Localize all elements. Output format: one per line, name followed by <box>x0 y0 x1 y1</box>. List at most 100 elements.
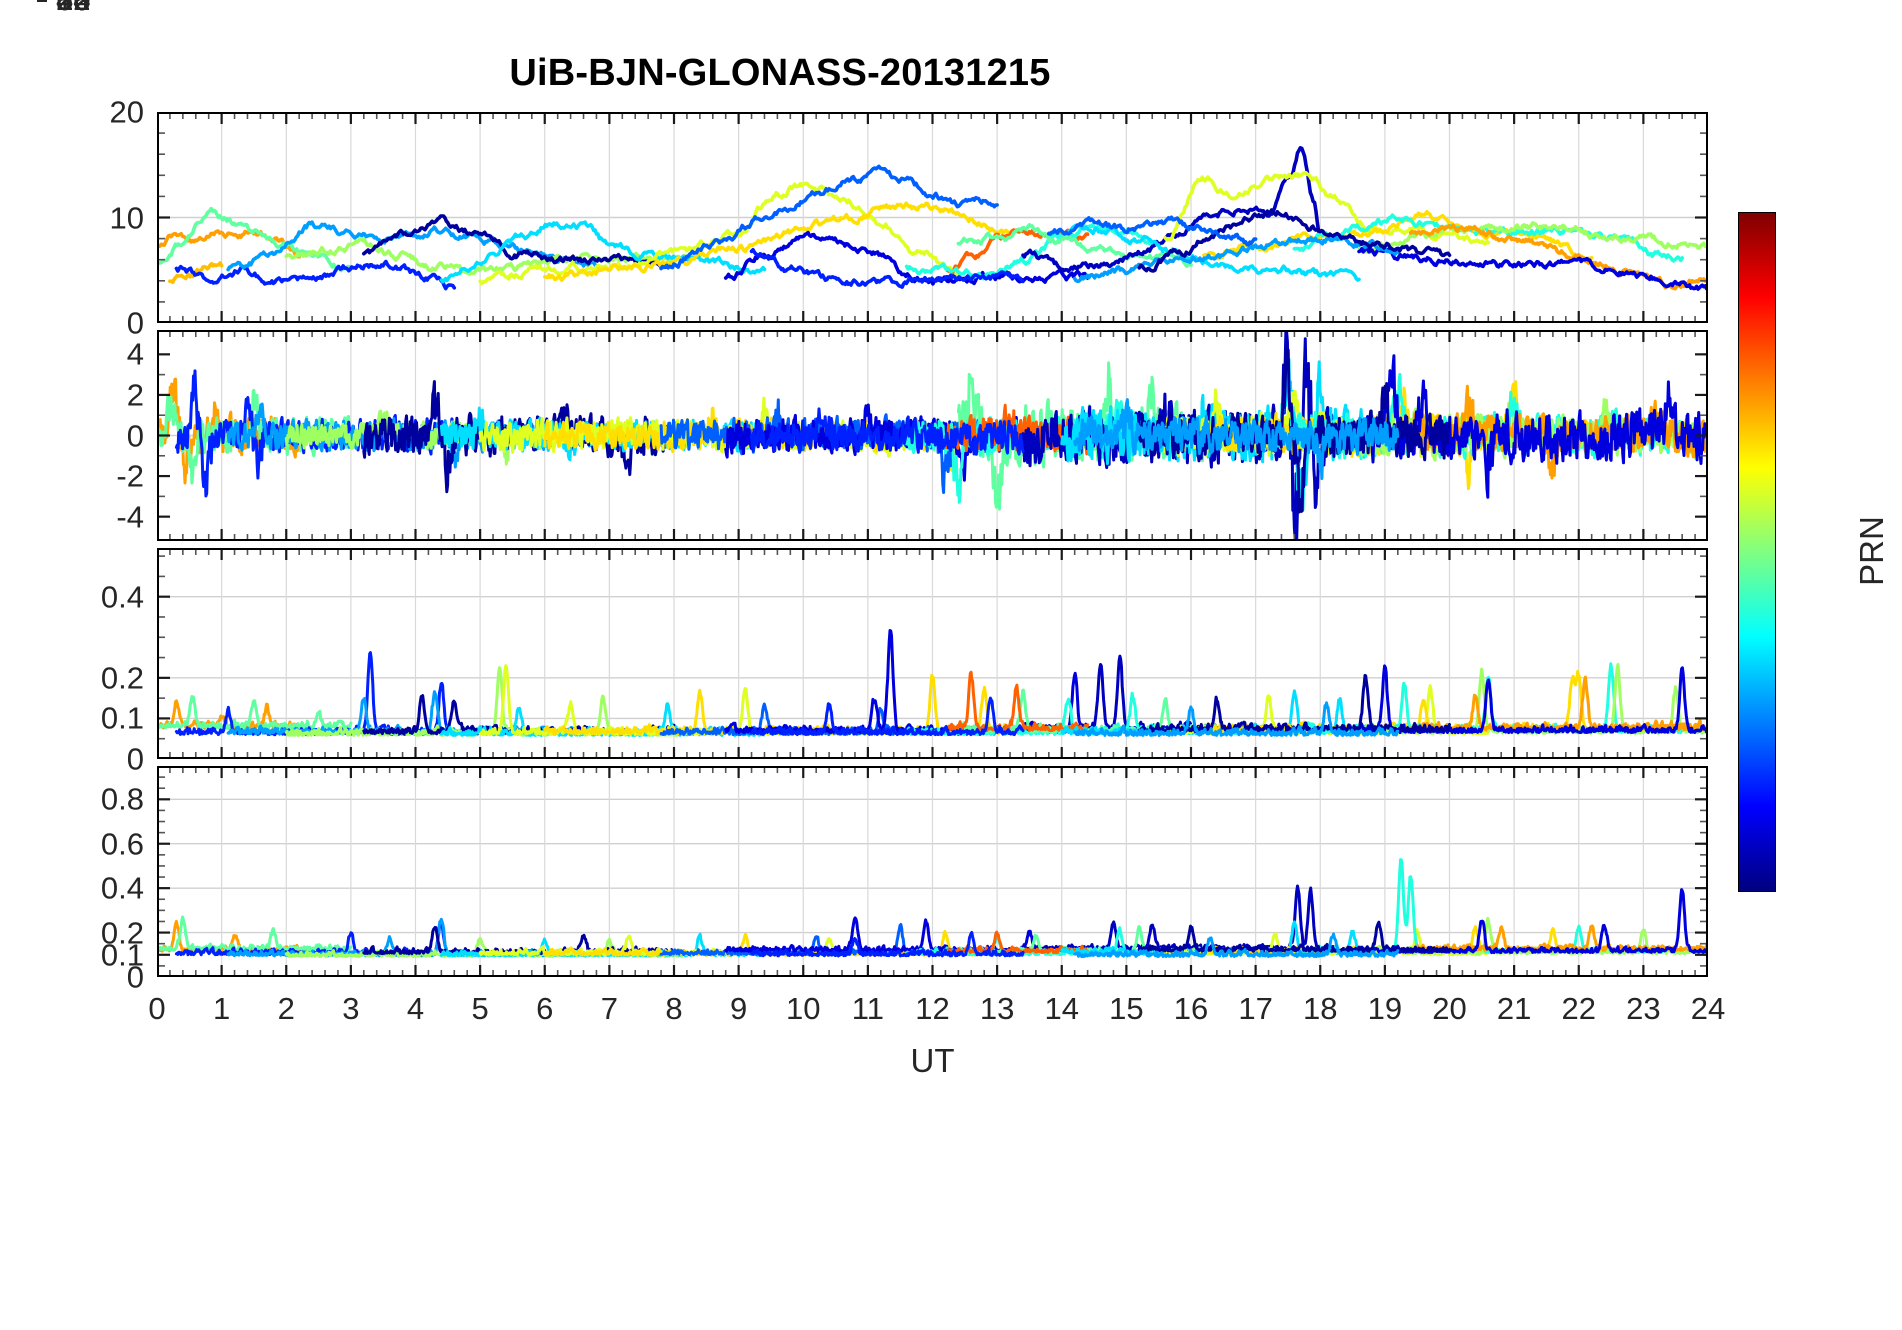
colorbar-tick-label: 16 <box>56 0 90 18</box>
x-tick-label: 15 <box>1109 991 1144 1026</box>
x-tick-label: 9 <box>730 991 748 1026</box>
data-trace <box>1357 246 1708 292</box>
panel-rot <box>157 330 1708 541</box>
colorbar-tick-label: 2 <box>56 0 73 18</box>
plot-area-rot <box>157 330 1708 541</box>
colorbar-tick-label: 30 <box>56 0 90 18</box>
colorbar-tick-label: 10 <box>56 0 90 18</box>
y-tick-label-rot: -2 <box>116 458 144 494</box>
y-tick-label-sigmaphi: 0 <box>126 959 144 995</box>
x-tick-label: 11 <box>851 991 884 1026</box>
data-trace <box>1357 354 1708 499</box>
data-trace <box>362 380 676 494</box>
x-tick-label: 0 <box>148 991 166 1026</box>
colorbar-gradient <box>1739 213 1775 891</box>
y-tick-label-sigmaphi: 0.6 <box>100 826 144 862</box>
x-tick-label: 24 <box>1690 991 1726 1026</box>
x-tick-label: 5 <box>471 991 489 1026</box>
x-tick-label: 10 <box>786 991 821 1026</box>
panel-s4 <box>157 548 1708 759</box>
y-tick-label-s4: 0 <box>126 741 144 777</box>
x-tick-label: 12 <box>915 991 950 1026</box>
chart-title: UiB-BJN-GLONASS-20131215 <box>509 52 1051 94</box>
axis-ticks <box>157 548 1708 759</box>
data-trace <box>956 223 1193 268</box>
data-trace <box>1409 675 1708 732</box>
colorbar-title: PRN <box>1853 516 1890 586</box>
y-tick-label-sigmaphi: 0.4 <box>100 870 144 906</box>
y-tick-label-s4: 0.4 <box>100 579 144 615</box>
x-tick-label: 8 <box>665 991 683 1026</box>
x-tick-label: 14 <box>1044 991 1079 1026</box>
x-tick-label: 22 <box>1561 991 1596 1026</box>
data-trace <box>543 673 1012 736</box>
data-trace <box>1021 884 1335 952</box>
y-tick-label-rot: 4 <box>126 336 144 372</box>
y-tick-label-sigmaphi: 0.2 <box>100 915 144 951</box>
x-tick-label: 20 <box>1432 991 1467 1026</box>
data-trace <box>478 181 961 286</box>
data-trace <box>1047 215 1258 247</box>
y-tick-label-vtec: 0 <box>126 305 144 341</box>
data-trace <box>168 261 224 284</box>
y-tick-label-sigmaphi: 0.8 <box>100 781 144 817</box>
data-trace <box>1409 384 1708 480</box>
data-trace <box>157 229 301 259</box>
x-tick-label: 1 <box>213 991 231 1026</box>
colorbar-tick-label: 20 <box>56 0 90 18</box>
data-trace <box>1409 924 1708 952</box>
colorbar[interactable] <box>1738 212 1776 892</box>
data-trace <box>750 407 1025 456</box>
colorbar-tick <box>37 0 47 2</box>
y-tick-label-vtec: 10 <box>109 200 144 235</box>
data-trace <box>1073 932 1400 958</box>
colorbar-tick-label: 26 <box>56 0 90 18</box>
data-trace <box>1137 208 1452 273</box>
data-trace <box>1073 701 1400 737</box>
x-axis-label: UT <box>910 1042 955 1079</box>
x-tick-label: 2 <box>277 991 295 1026</box>
data-trace <box>1073 398 1400 480</box>
x-tick-label: 23 <box>1626 991 1661 1026</box>
colorbar-tick-label: 24 <box>56 0 90 18</box>
y-tick-label-rot: 2 <box>126 377 144 413</box>
data-trace <box>724 629 1090 735</box>
data-trace <box>1357 888 1708 955</box>
x-tick-label: 18 <box>1303 991 1338 1026</box>
panel-sigmaphi <box>157 766 1708 977</box>
data-trace <box>750 931 1025 958</box>
x-tick-label: 4 <box>406 991 425 1026</box>
data-trace <box>1137 920 1451 953</box>
colorbar-tick-label: 32 <box>56 0 90 18</box>
colorbar-tick-label: 14 <box>56 0 90 18</box>
x-tick-label: 13 <box>979 991 1015 1026</box>
plot-area-sigmaphi <box>157 766 1708 977</box>
data-trace <box>1202 669 1594 733</box>
data-trace <box>157 695 353 731</box>
colorbar-tick-label: 12 <box>56 0 90 18</box>
y-tick-label-s4: 0.2 <box>100 660 144 696</box>
colorbar-tick-label: 28 <box>56 0 90 18</box>
colorbar-tick-label: 18 <box>56 0 90 18</box>
x-tick-label: 21 <box>1496 991 1532 1026</box>
x-tick-label: 17 <box>1238 991 1273 1026</box>
y-tick-label-vtec: 20 <box>109 94 144 130</box>
data-trace <box>1292 662 1684 735</box>
x-tick-label: 3 <box>342 991 360 1026</box>
data-trace <box>749 248 1025 289</box>
data-trace <box>157 915 353 952</box>
data-trace <box>1292 858 1684 955</box>
data-trace <box>157 206 353 273</box>
data-trace <box>659 164 999 271</box>
y-tick-label-rot: -4 <box>116 499 144 535</box>
plot-area-s4 <box>157 548 1708 759</box>
y-tick-label-sigmaphi: 0.1 <box>100 937 144 973</box>
colorbar-tick-label: 4 <box>56 0 73 18</box>
y-tick-label-rot: 0 <box>126 418 144 453</box>
panel-vtec <box>157 112 1708 323</box>
x-tick-label: 7 <box>600 991 618 1026</box>
data-trace <box>362 214 676 269</box>
data-trace <box>174 259 457 291</box>
colorbar-tick-label: 8 <box>56 0 73 18</box>
y-tick-label-s4: 0.1 <box>100 700 144 736</box>
